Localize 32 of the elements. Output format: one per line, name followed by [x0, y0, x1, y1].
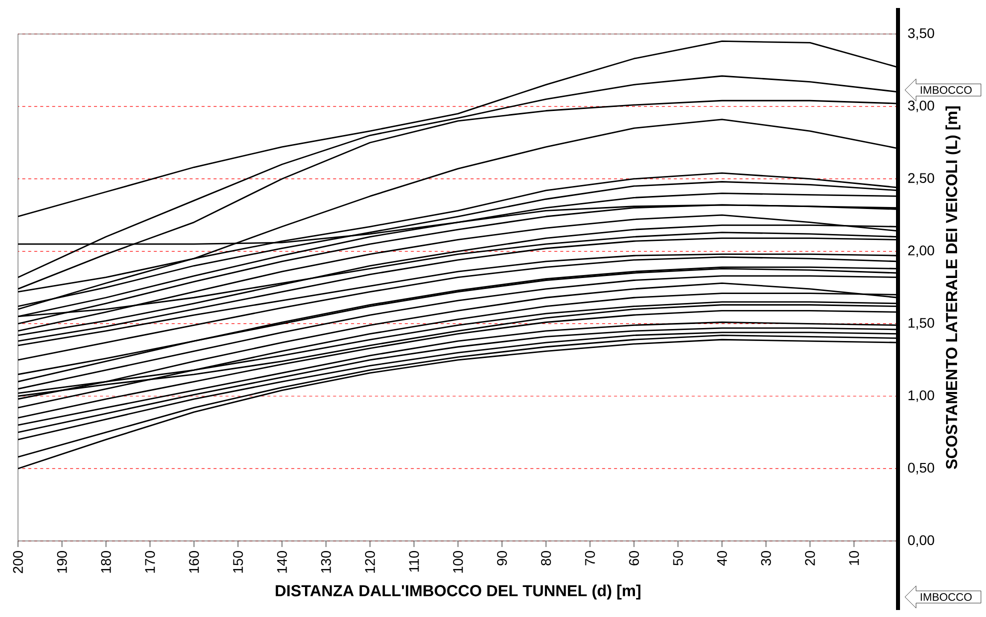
x-tick-label: 80 — [541, 551, 551, 566]
y-tick-label: 1,50 — [908, 318, 934, 330]
text: IMBOCCO — [920, 593, 972, 601]
x-tick-label: 50 — [673, 551, 683, 566]
x-tick-label: 30 — [761, 551, 771, 566]
x-tick-label: 20 — [805, 551, 815, 566]
x-tick-label: 160 — [189, 551, 199, 573]
x-tick-label: 70 — [585, 551, 595, 566]
x-tick-label: 100 — [453, 551, 463, 573]
y-axis-title: SCOSTAMENTO LATERALE DEI VEICOLI (L) [m] — [946, 106, 960, 470]
x-tick-label: 110 — [409, 551, 419, 572]
x-tick-label: 60 — [629, 551, 639, 566]
x-tick-label: 90 — [497, 551, 507, 566]
y-tick-label: 3,50 — [908, 28, 934, 40]
y-tick-label: 1,00 — [908, 390, 934, 402]
x-tick-label: 140 — [277, 551, 287, 573]
x-tick-label: 40 — [717, 551, 727, 566]
y-tick-label: 2,50 — [908, 173, 934, 185]
x-tick-label: 170 — [145, 551, 155, 573]
y-tick-label: 3,00 — [908, 100, 934, 112]
x-axis-title: DISTANZA DALL'IMBOCCO DEL TUNNEL (d) [m] — [276, 584, 640, 600]
x-tick-label: 150 — [233, 551, 243, 573]
text: IMBOCCO — [920, 86, 972, 94]
y-tick-label: 0,50 — [908, 462, 934, 474]
x-tick-label: 180 — [101, 551, 111, 573]
x-tick-label: 190 — [57, 551, 67, 573]
x-tick-label: 200 — [13, 551, 23, 574]
x-tick-label: 130 — [321, 551, 331, 573]
y-tick-label: 2,00 — [908, 246, 934, 258]
y-tick-label: 0,00 — [908, 535, 934, 547]
x-tick-label: 120 — [365, 551, 375, 573]
x-tick-label: 10 — [849, 551, 859, 565]
